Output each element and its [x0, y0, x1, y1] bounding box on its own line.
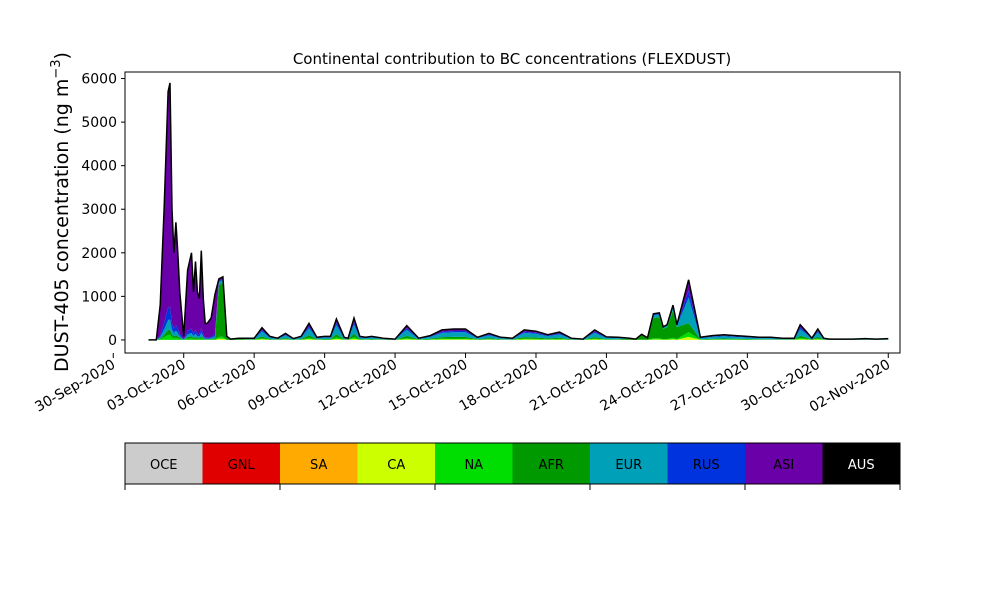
colorbar-swatch-aus: [822, 443, 901, 484]
colorbar-swatch-gnl: [202, 443, 281, 484]
region-colorbar-legend: OCE GNL SA CA NA AFR EUR RUS ASI AUS: [124, 442, 901, 490]
colorbar-swatch-eur: [590, 443, 668, 484]
y-axis-ticks: 0 1000 2000 3000 4000 5000 6000: [81, 72, 125, 349]
colorbar-swatch-sa: [280, 443, 358, 484]
colorbar-label-sa: SA: [310, 458, 327, 473]
y-tick-label: 0: [108, 333, 117, 349]
colorbar-label-oce: OCE: [150, 458, 178, 473]
colorbar-swatch-ca: [357, 443, 436, 484]
colorbar-label-na: NA: [464, 458, 483, 473]
y-tick-label: 4000: [81, 159, 117, 175]
y-tick-label: 5000: [81, 115, 117, 131]
area-series-ca: [148, 336, 889, 340]
colorbar-swatch-rus: [667, 443, 746, 484]
colorbar-label-afr: AFR: [539, 458, 564, 473]
y-tick-label: 3000: [81, 202, 117, 218]
chart-title: Continental contribution to BC concentra…: [293, 50, 731, 68]
y-axis-label: DUST-405 concentration (ng m−3): [49, 52, 73, 372]
y-axis-label-close: ): [51, 52, 73, 59]
y-tick-label: 6000: [81, 72, 117, 88]
y-tick-label: 1000: [81, 289, 117, 305]
colorbar-label-asi: ASI: [773, 458, 794, 473]
plot-frame: [124, 71, 901, 354]
y-axis-label-exponent: −3: [49, 59, 64, 78]
colorbar-label-ca: CA: [387, 458, 405, 473]
area-series-afr: [148, 283, 889, 340]
colorbar-swatch-oce: [125, 443, 203, 484]
total-concentration-line: [148, 82, 889, 341]
y-tick-label: 2000: [81, 246, 117, 262]
colorbar-label-aus: AUS: [848, 458, 875, 473]
stacked-area-series: [148, 82, 889, 340]
colorbar-swatch-na: [435, 443, 513, 484]
y-axis-label-main: DUST-405 concentration (ng m: [51, 79, 73, 372]
colorbar-frame: [124, 442, 901, 485]
colorbar-swatch-asi: [745, 443, 823, 484]
colorbar-label-eur: EUR: [615, 458, 642, 473]
colorbar-label-gnl: GNL: [228, 458, 256, 473]
colorbar-swatch-afr: [512, 443, 591, 484]
colorbar-label-rus: RUS: [693, 458, 720, 473]
